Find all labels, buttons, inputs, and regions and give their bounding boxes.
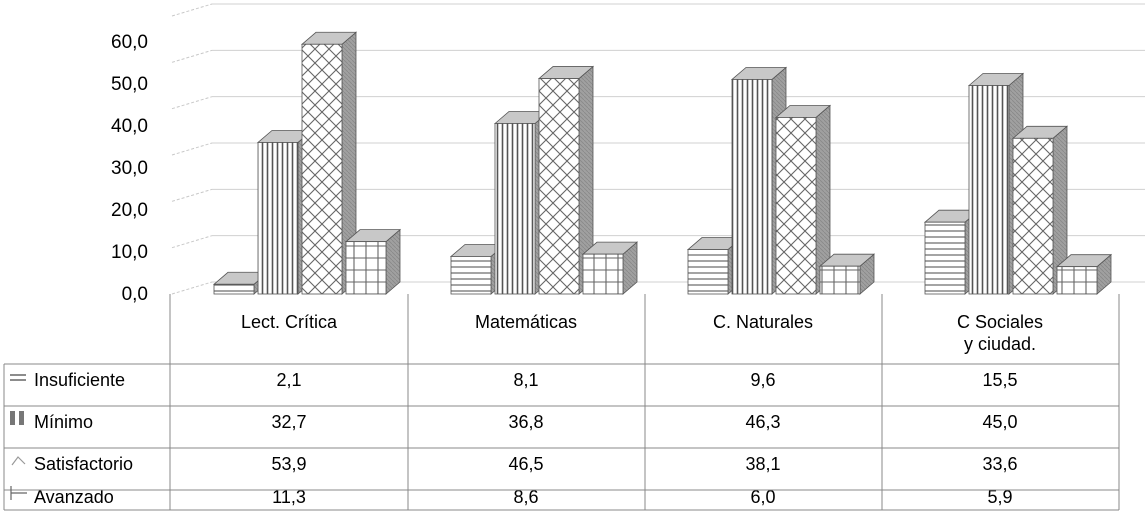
gridline-wall — [171, 142, 213, 156]
bar — [257, 142, 299, 295]
y-tick-label: 20,0 — [111, 200, 148, 221]
legend-key-avanzado — [10, 486, 27, 500]
gridline-wall — [171, 49, 213, 63]
bar — [1056, 266, 1098, 295]
y-tick-label: 10,0 — [111, 242, 148, 263]
y-tick-label: 40,0 — [111, 116, 148, 137]
legend-label-insuficiente: Insuficiente — [34, 370, 125, 390]
bar — [731, 79, 773, 295]
table-cell: 8,6 — [513, 487, 538, 507]
table-cell: 5,9 — [987, 487, 1012, 507]
table-cell: 33,6 — [982, 454, 1017, 474]
category-label-line: y ciudad. — [964, 334, 1036, 354]
category-label-line: C Sociales — [957, 312, 1043, 332]
bar — [301, 43, 343, 295]
gridline-wall — [171, 235, 213, 249]
bar — [1012, 137, 1054, 295]
bar — [538, 78, 580, 295]
bar — [582, 253, 624, 295]
bar — [968, 85, 1010, 295]
table-cell: 15,5 — [982, 370, 1017, 390]
bar — [924, 221, 966, 295]
table-cell: 2,1 — [276, 370, 301, 390]
bar — [494, 123, 536, 295]
table-cell: 36,8 — [508, 412, 543, 432]
table-cell: 45,0 — [982, 412, 1017, 432]
bar — [450, 256, 492, 295]
y-tick-label: 50,0 — [111, 74, 148, 95]
table-cell: 32,7 — [271, 412, 306, 432]
gridline-wall — [171, 3, 213, 17]
bar — [687, 249, 729, 295]
category-label: Lect. Crítica — [241, 312, 338, 332]
bar — [819, 265, 861, 295]
table-cell: 9,6 — [750, 370, 775, 390]
bar — [345, 241, 387, 295]
legend-label-avanzado: Avanzado — [34, 487, 114, 507]
legend-label-satisfactorio: Satisfactorio — [34, 454, 133, 474]
category-label: Matemáticas — [475, 312, 577, 332]
y-tick-label: 60,0 — [111, 32, 148, 53]
table-cell: 53,9 — [271, 454, 306, 474]
category-label: C Sociales y ciudad. — [957, 312, 1043, 354]
y-tick-label: 30,0 — [111, 158, 148, 179]
table-cell: 11,3 — [272, 487, 306, 507]
table-cell: 38,1 — [745, 454, 780, 474]
y-axis: 0,0 10,0 20,0 30,0 40,0 50,0 60,0 — [111, 32, 148, 305]
legend-key-minimo — [10, 411, 15, 425]
bars — [212, 31, 1113, 295]
legend-key-minimo — [19, 411, 24, 425]
data-table: Lect. Crítica Matemáticas C. Naturales C… — [3, 294, 1120, 511]
y-tick-label: 0,0 — [122, 284, 148, 305]
legend-label-minimo: Mínimo — [34, 412, 93, 432]
gridline-wall — [171, 281, 213, 295]
legend-key-satisfactorio — [11, 456, 26, 466]
category-label: C. Naturales — [713, 312, 813, 332]
table-cell: 8,1 — [513, 370, 538, 390]
gridline-wall — [171, 188, 213, 202]
bar — [213, 283, 255, 295]
table-cell: 46,5 — [508, 454, 543, 474]
bar — [775, 117, 817, 295]
gridline-wall — [171, 96, 213, 110]
table-cell: 46,3 — [745, 412, 780, 432]
table-cell: 6,0 — [750, 487, 775, 507]
